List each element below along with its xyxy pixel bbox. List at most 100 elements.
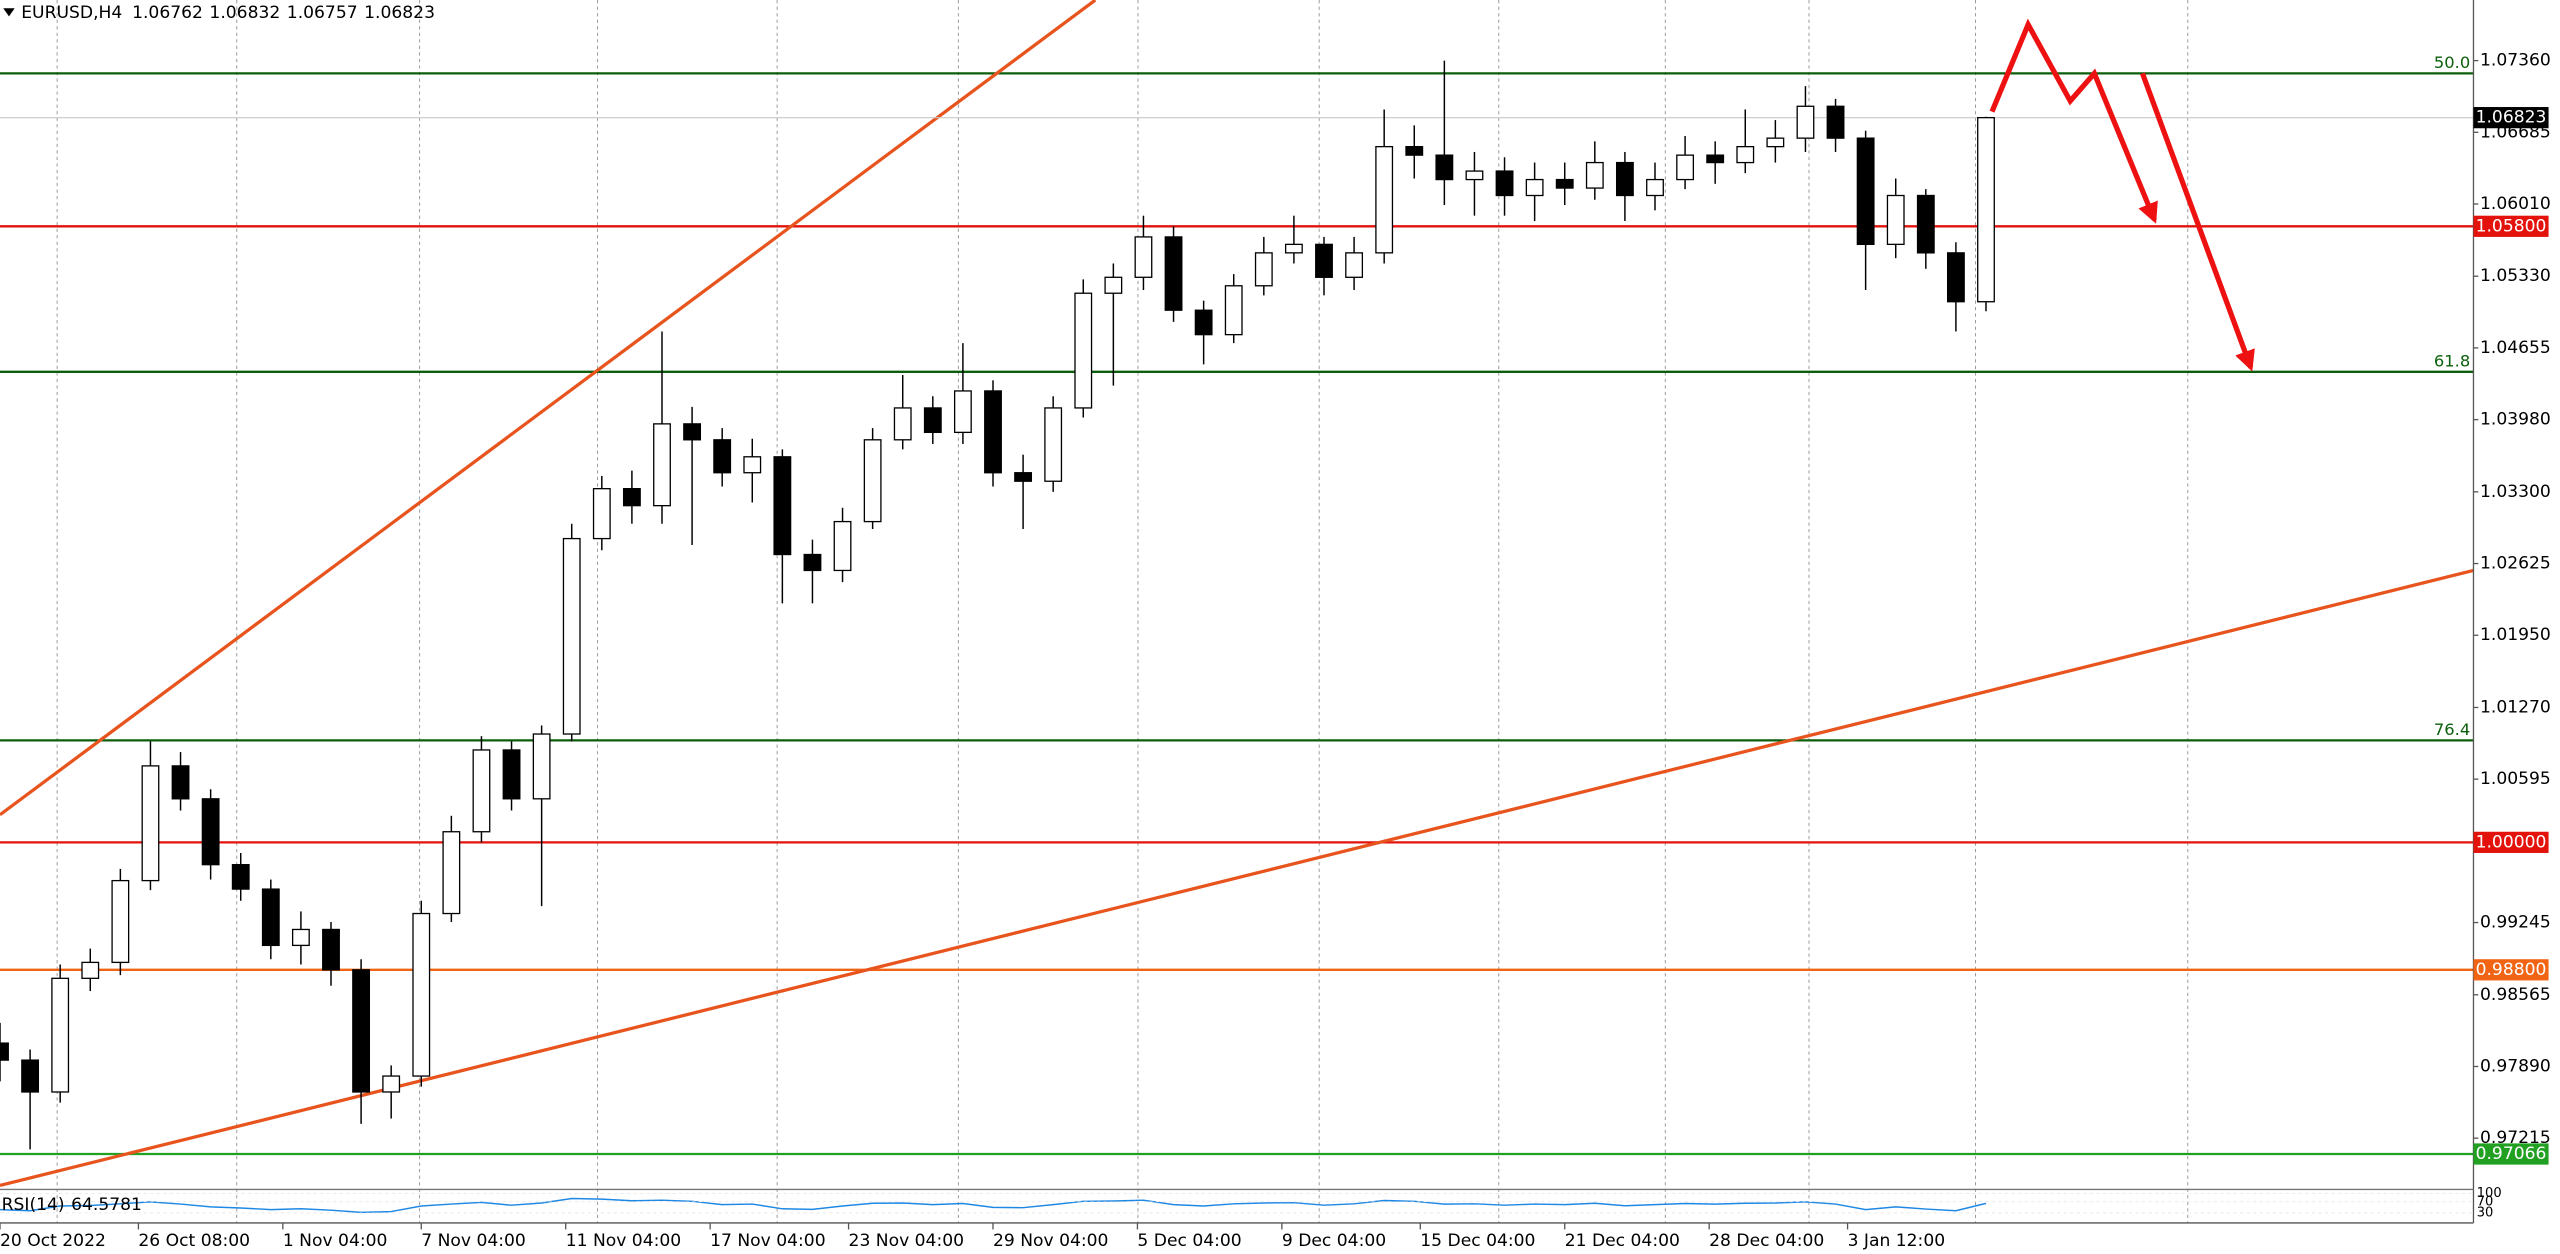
candle-body — [0, 1042, 9, 1061]
candle-body — [1164, 236, 1183, 311]
candle-body — [833, 520, 852, 572]
x-tick-label: 28 Dec 04:00 — [1709, 1231, 1824, 1251]
candle-body — [1465, 170, 1484, 181]
candle-body — [1555, 178, 1574, 189]
candle-body — [1134, 236, 1153, 278]
price-tag-label: 0.97066 — [2476, 1144, 2547, 1164]
candle-body — [1345, 252, 1364, 278]
candle-body — [562, 537, 581, 735]
candle-body — [382, 1075, 401, 1093]
candle-body — [1254, 252, 1273, 287]
y-tick-label: 1.03300 — [2480, 482, 2551, 502]
candle-body — [803, 553, 822, 572]
candle-body — [713, 439, 732, 474]
x-tick-label: 29 Nov 04:00 — [993, 1231, 1108, 1251]
x-tick-label: 11 Nov 04:00 — [566, 1231, 681, 1251]
candle-body — [1615, 161, 1634, 197]
vertical-grid — [56, 0, 2189, 1223]
candle-body — [51, 977, 70, 1093]
y-tick-label: 0.97890 — [2480, 1056, 2551, 1076]
candle-body — [773, 456, 792, 556]
candle-body — [502, 749, 521, 800]
symbol: EURUSD,H4 — [21, 3, 122, 23]
candle-body — [1736, 145, 1755, 164]
candle-body — [984, 390, 1002, 474]
rsi-value: 64.5781 — [71, 1195, 142, 1215]
y-tick-label: 1.04655 — [2480, 338, 2551, 358]
level-label: 61.8 — [2434, 352, 2470, 371]
price-tag — [2473, 959, 2549, 981]
candle-body — [141, 765, 160, 882]
y-tick-label: 1.01270 — [2480, 697, 2551, 717]
x-tick-label: 21 Dec 04:00 — [1565, 1231, 1680, 1251]
candle-body — [1224, 285, 1243, 336]
current-price-tag — [2473, 107, 2549, 129]
candle-body — [1676, 154, 1695, 181]
candle-body — [1435, 154, 1454, 181]
candle-body — [1706, 154, 1725, 164]
y-tick-label: 1.05330 — [2480, 266, 2551, 286]
candle-body — [1856, 137, 1875, 246]
candle-body — [261, 888, 280, 947]
candle-body — [231, 864, 250, 890]
candle-body — [1495, 170, 1514, 197]
header-low: 1.06757 — [287, 3, 358, 23]
candle-body — [1585, 161, 1604, 189]
candle-body — [201, 798, 220, 866]
rsi-name: RSI(14) — [2, 1195, 65, 1215]
candle-body — [1646, 178, 1664, 197]
y-tick-label: 0.98565 — [2480, 985, 2551, 1005]
candle-body — [1886, 194, 1905, 246]
candle-body — [923, 407, 942, 434]
candle-body — [893, 407, 912, 441]
candle-body — [1044, 407, 1063, 482]
candle-body — [743, 456, 762, 474]
candle-body — [291, 928, 310, 947]
candle-body — [1946, 252, 1965, 303]
price-tag-label: 1.05800 — [2476, 216, 2547, 236]
y-tick-label: 0.97215 — [2480, 1128, 2551, 1148]
candle-body — [683, 423, 702, 441]
rsi-tick-label: 70 — [2477, 1194, 2494, 1209]
candle-body — [1826, 105, 1845, 139]
plot-area: 50.0 61.8 76.4 — [0, 0, 2474, 1214]
x-tick-label: 7 Nov 04:00 — [421, 1231, 526, 1251]
trendline — [0, 0, 1097, 817]
header-open: 1.06762 — [132, 3, 203, 23]
candle-body — [412, 912, 431, 1077]
candle-body — [1284, 243, 1303, 254]
candle-body — [171, 765, 190, 800]
candle-body — [81, 961, 100, 979]
candle-body — [653, 423, 671, 507]
header: EURUSD,H4 1.06762 1.06832 1.06757 1.06823 RS… — [2, 3, 435, 1215]
candle-body — [1916, 194, 1935, 254]
candle-body — [592, 488, 611, 540]
candle-body — [532, 733, 551, 800]
x-tick-label: 5 Dec 04:00 — [1137, 1231, 1241, 1251]
menu-triangle — [3, 8, 15, 17]
candle-body — [472, 749, 491, 833]
y-tick-label: 1.00595 — [2480, 769, 2551, 789]
y-tick-label: 1.03980 — [2480, 410, 2551, 430]
price-tag — [2473, 831, 2549, 853]
y-tick-label: 1.07360 — [2480, 51, 2551, 71]
price-tag — [2473, 215, 2549, 237]
y-tick-label: 1.06010 — [2480, 194, 2551, 214]
header-close: 1.06823 — [364, 3, 435, 23]
candle-body — [442, 831, 461, 915]
candle-body — [622, 488, 641, 507]
x-tick-label: 15 Dec 04:00 — [1420, 1231, 1535, 1251]
x-tick-label: 1 Nov 04:00 — [283, 1231, 388, 1251]
candle-body — [1525, 178, 1544, 197]
candle-body — [1315, 243, 1333, 278]
x-tick-label: 17 Nov 04:00 — [710, 1231, 825, 1251]
x-tick-label: 9 Dec 04:00 — [1282, 1231, 1386, 1251]
symbol-header: EURUSD,H4 1.06762 1.06832 1.06757 1.06823 — [21, 3, 435, 23]
x-tick-label: 26 Oct 08:00 — [138, 1231, 250, 1251]
level-label: 50.0 — [2434, 53, 2470, 72]
y-tick-label: 1.02625 — [2480, 554, 2551, 574]
candle-body — [21, 1059, 40, 1093]
candle-body — [1766, 137, 1785, 148]
